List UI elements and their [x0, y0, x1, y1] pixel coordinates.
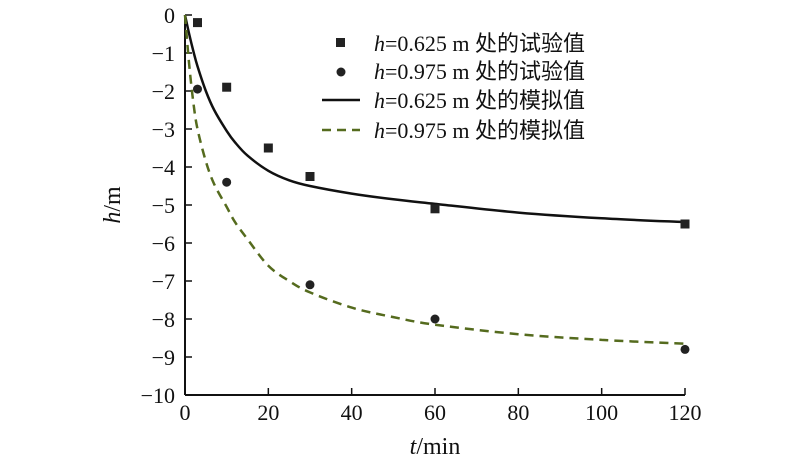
y-tick-label: −3: [152, 117, 175, 142]
x-tick-label: 60: [424, 400, 446, 425]
x-tick-label: 0: [180, 400, 191, 425]
data-point-circle: [305, 280, 315, 290]
simulated-line-solid: [183, 14, 686, 224]
data-point-circle: [680, 344, 690, 354]
y-axis-title: h/m: [100, 186, 126, 224]
legend-label: h=0.975 m 处的试验值: [374, 59, 585, 84]
x-tick-label: 120: [669, 400, 702, 425]
y-tick-label: −7: [152, 269, 175, 294]
legend-label: h=0.975 m 处的模拟值: [374, 118, 585, 143]
y-tick-label: 0: [164, 3, 175, 28]
data-point-square: [263, 143, 273, 153]
legend-item: h=0.625 m 处的试验值: [336, 31, 585, 56]
x-ticks: 0 20 40 60 80 100 120: [180, 388, 702, 425]
data-point-square: [430, 204, 440, 214]
y-tick-label: −10: [141, 383, 175, 408]
x-tick-label: 100: [585, 400, 618, 425]
x-axis-title: t/min: [410, 434, 461, 460]
y-tick-label: −4: [152, 155, 175, 180]
y-tick-label: −2: [152, 79, 175, 104]
data-point-circle: [193, 84, 202, 94]
data-point-square: [305, 172, 315, 181]
legend-item: h=0.625 m 处的模拟值: [322, 88, 585, 113]
legend-item: h=0.975 m 处的模拟值: [322, 118, 585, 143]
y-tick-label: −5: [152, 193, 175, 218]
legend-marker-circle: [336, 67, 346, 77]
data-point-circle: [430, 314, 440, 324]
x-tick-label: 20: [257, 400, 279, 425]
y-ticks: 0 −1 −2 −3 −4 −5 −6 −7 −8 −9 −10: [141, 3, 192, 408]
legend-item: h=0.975 m 处的试验值: [336, 59, 585, 84]
series-layer: [183, 14, 690, 354]
y-tick-label: −6: [152, 231, 175, 256]
legend: h=0.625 m 处的试验值 h=0.975 m 处的试验值 h=0.625 …: [322, 31, 585, 143]
legend-label: h=0.625 m 处的模拟值: [374, 88, 585, 113]
y-tick-label: −9: [152, 345, 175, 370]
legend-label: h=0.625 m 处的试验值: [374, 31, 585, 56]
x-tick-label: 40: [341, 400, 363, 425]
data-point-circle: [222, 177, 232, 187]
y-tick-label: −1: [152, 41, 175, 66]
x-tick-label: 80: [507, 400, 529, 425]
simulated-line-dashed: [183, 14, 686, 345]
y-tick-label: −8: [152, 307, 175, 332]
legend-marker-square: [336, 38, 345, 47]
data-point-square: [680, 219, 690, 229]
data-point-square: [222, 82, 232, 92]
data-point-square: [193, 18, 202, 28]
